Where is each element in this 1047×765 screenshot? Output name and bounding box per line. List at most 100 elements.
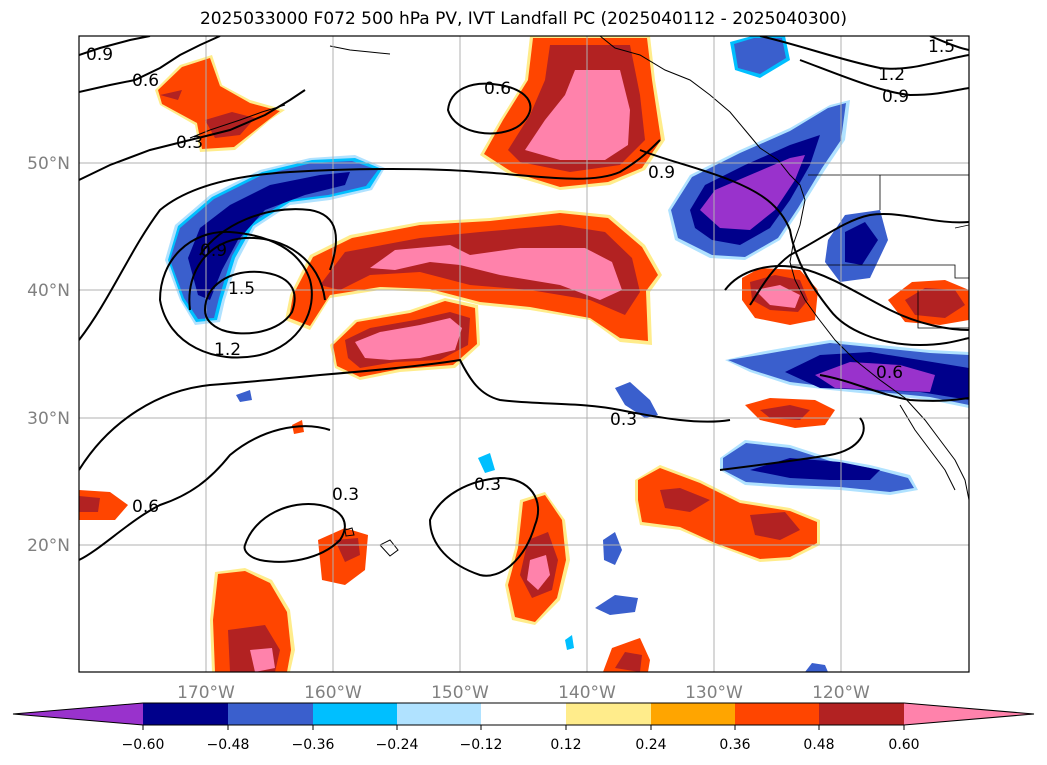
- colorbar-tick-label: −0.60: [122, 737, 165, 753]
- colorbar-segment: [735, 703, 819, 725]
- colorbar-segment: [819, 703, 904, 725]
- lon-label-140w: 140°W: [558, 683, 616, 703]
- map-title: 2025033000 F072 500 hPa PV, IVT Landfall…: [199, 9, 847, 29]
- contour-label: 0.3: [176, 133, 203, 153]
- colorbar-tick-label: 0.36: [719, 737, 750, 753]
- alaska-peninsula: [329, 45, 391, 55]
- pv-contour-1.2-northeast: [759, 36, 969, 70]
- colorbar-segment: [481, 703, 566, 725]
- aleutian-islands: [189, 104, 286, 139]
- colorbar-tick-label: −0.12: [460, 737, 503, 753]
- colorbar-tick-label: 0.24: [635, 737, 666, 753]
- colorbar-tick-label: 0.60: [888, 737, 919, 753]
- aleutian-positive-region: [155, 55, 285, 152]
- subtropical-positive-region: [330, 298, 480, 380]
- contour-label: 0.3: [474, 475, 501, 495]
- pv-contour-0.6-east: [724, 265, 969, 331]
- latitude-labels: 50°N 40°N 30°N 20°N: [27, 154, 70, 556]
- pv-contour-0.3-northwest: [79, 89, 306, 181]
- tropical-east-positive-band: [635, 465, 820, 562]
- colorbar-segment: [566, 703, 651, 725]
- map-plot-area: [79, 36, 969, 672]
- gulf-of-alaska-positive-region: [480, 36, 665, 190]
- southwest-positive-region: [210, 568, 295, 672]
- interior-border-1: [790, 264, 969, 279]
- small-negative-spot-1: [615, 382, 658, 418]
- hawaii-west-positive-region: [318, 528, 368, 585]
- contour-label: 1.5: [228, 279, 255, 299]
- pv-contour-0.6-gulf-ring: [446, 82, 532, 135]
- colorbar-segment: [651, 703, 735, 725]
- positive-anomaly-regions: [79, 36, 969, 672]
- colorbar-tick-label: 0.12: [550, 737, 581, 753]
- colorbar: −0.60 −0.48 −0.36 −0.24 −0.12 0.12 0.24 …: [12, 702, 1035, 753]
- colorbar-segment: [397, 703, 481, 725]
- pv-contour-0.6-south: [79, 358, 731, 471]
- colorbar-segment: [228, 703, 313, 725]
- contour-label-group: 0.9 0.6 0.3 0.6 0.9 1.5 1.2 0.9 0.9 1.5 …: [86, 37, 955, 517]
- small-negative-spot-7: [805, 663, 828, 672]
- longitude-labels: 170°W 160°W 150°W 140°W 130°W 120°W: [177, 683, 870, 703]
- pv-contour-0.9-northeast: [799, 59, 969, 97]
- pv-contour-0.9-central: [79, 139, 661, 341]
- southern-california-negative-band: [725, 340, 969, 408]
- colorbar-right-arrow: [904, 703, 1034, 725]
- hawaii-oahu: [344, 527, 355, 537]
- lon-label-120w: 120°W: [812, 683, 870, 703]
- pv-contour-0.3-hawaii: [243, 503, 346, 563]
- colorbar-tick-label: −0.36: [292, 737, 335, 753]
- bottom-center-positive-region: [603, 638, 650, 672]
- west-edge-positive-region: [79, 490, 128, 520]
- pv-contour-0.3-southeast: [719, 417, 865, 471]
- contour-label: 0.9: [86, 45, 113, 65]
- small-negative-spot-2: [478, 453, 495, 473]
- colorbar-tick-label: −0.24: [376, 737, 419, 753]
- contour-label: 0.9: [648, 163, 675, 183]
- lat-label-40n: 40°N: [27, 281, 70, 301]
- contour-label: 0.6: [484, 79, 511, 99]
- small-negative-spot-4: [595, 595, 638, 615]
- subtropical-east-positive-region: [745, 398, 835, 428]
- lon-label-160w: 160°W: [304, 683, 362, 703]
- colorbar-tick-label: 0.48: [803, 737, 834, 753]
- pv-contour-0.6-northwest: [79, 36, 221, 93]
- lon-label-170w: 170°W: [177, 683, 235, 703]
- small-negative-spot-3: [603, 532, 622, 565]
- colorbar-segment: [313, 703, 397, 725]
- contour-label: 1.5: [928, 37, 955, 57]
- pv-contour-0.3-east: [428, 476, 540, 577]
- pv-contour-0.6-southeast: [819, 374, 969, 402]
- lon-label-130w: 130°W: [685, 683, 743, 703]
- small-negative-spot-5: [236, 390, 252, 402]
- lat-label-30n: 30°N: [27, 409, 70, 429]
- great-basin-positive-region: [888, 280, 969, 325]
- subtropical-east-negative-band: [720, 440, 918, 495]
- pv-contour-0.9-northwest: [79, 36, 151, 56]
- baja-coastline: [899, 404, 956, 491]
- alaska-coastline: [599, 36, 806, 201]
- lat-label-20n: 20°N: [27, 536, 70, 556]
- pv-contours: [79, 36, 969, 577]
- contour-label: 0.6: [132, 71, 159, 91]
- pv-contour-1.5-northeast: [929, 36, 969, 51]
- pv-contour-1.2-middle: [188, 236, 326, 311]
- interior-border-4: [954, 224, 969, 229]
- lon-label-150w: 150°W: [431, 683, 489, 703]
- contour-label: 0.9: [882, 87, 909, 107]
- hawaii-northeast-positive-region: [505, 492, 570, 625]
- contour-label: 0.6: [132, 497, 159, 517]
- small-negative-spot-6: [565, 635, 574, 650]
- contour-label: 0.3: [610, 410, 637, 430]
- contour-label: 0.6: [876, 363, 903, 383]
- lat-label-50n: 50°N: [27, 154, 70, 174]
- pv-contour-1.2-lower: [158, 230, 313, 359]
- hawaii-big-island: [379, 539, 399, 557]
- colorbar-segment: [143, 703, 228, 725]
- contour-label: 1.2: [214, 340, 241, 360]
- pv-contour-0.9-middle: [199, 208, 337, 271]
- colorbar-tick-label: −0.48: [207, 737, 250, 753]
- pv-contour-0.3-coast: [749, 213, 969, 306]
- contour-label: 1.2: [878, 65, 905, 85]
- pv-contour-0.3-south: [79, 425, 331, 561]
